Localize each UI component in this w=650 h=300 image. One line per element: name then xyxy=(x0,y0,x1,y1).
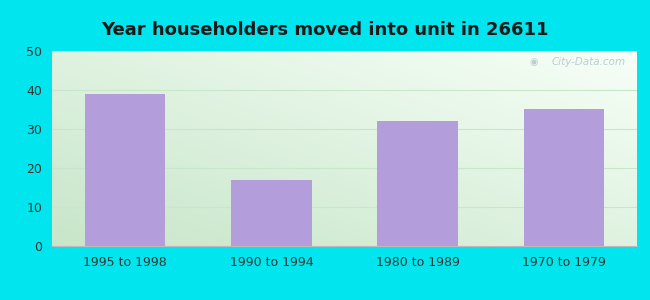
Bar xyxy=(378,121,458,246)
Text: City-Data.com: City-Data.com xyxy=(551,57,625,67)
Text: Year householders moved into unit in 26611: Year householders moved into unit in 266… xyxy=(101,21,549,39)
Bar xyxy=(231,180,311,246)
Bar xyxy=(524,110,604,246)
Bar xyxy=(85,94,165,246)
Text: ◉: ◉ xyxy=(529,57,538,67)
